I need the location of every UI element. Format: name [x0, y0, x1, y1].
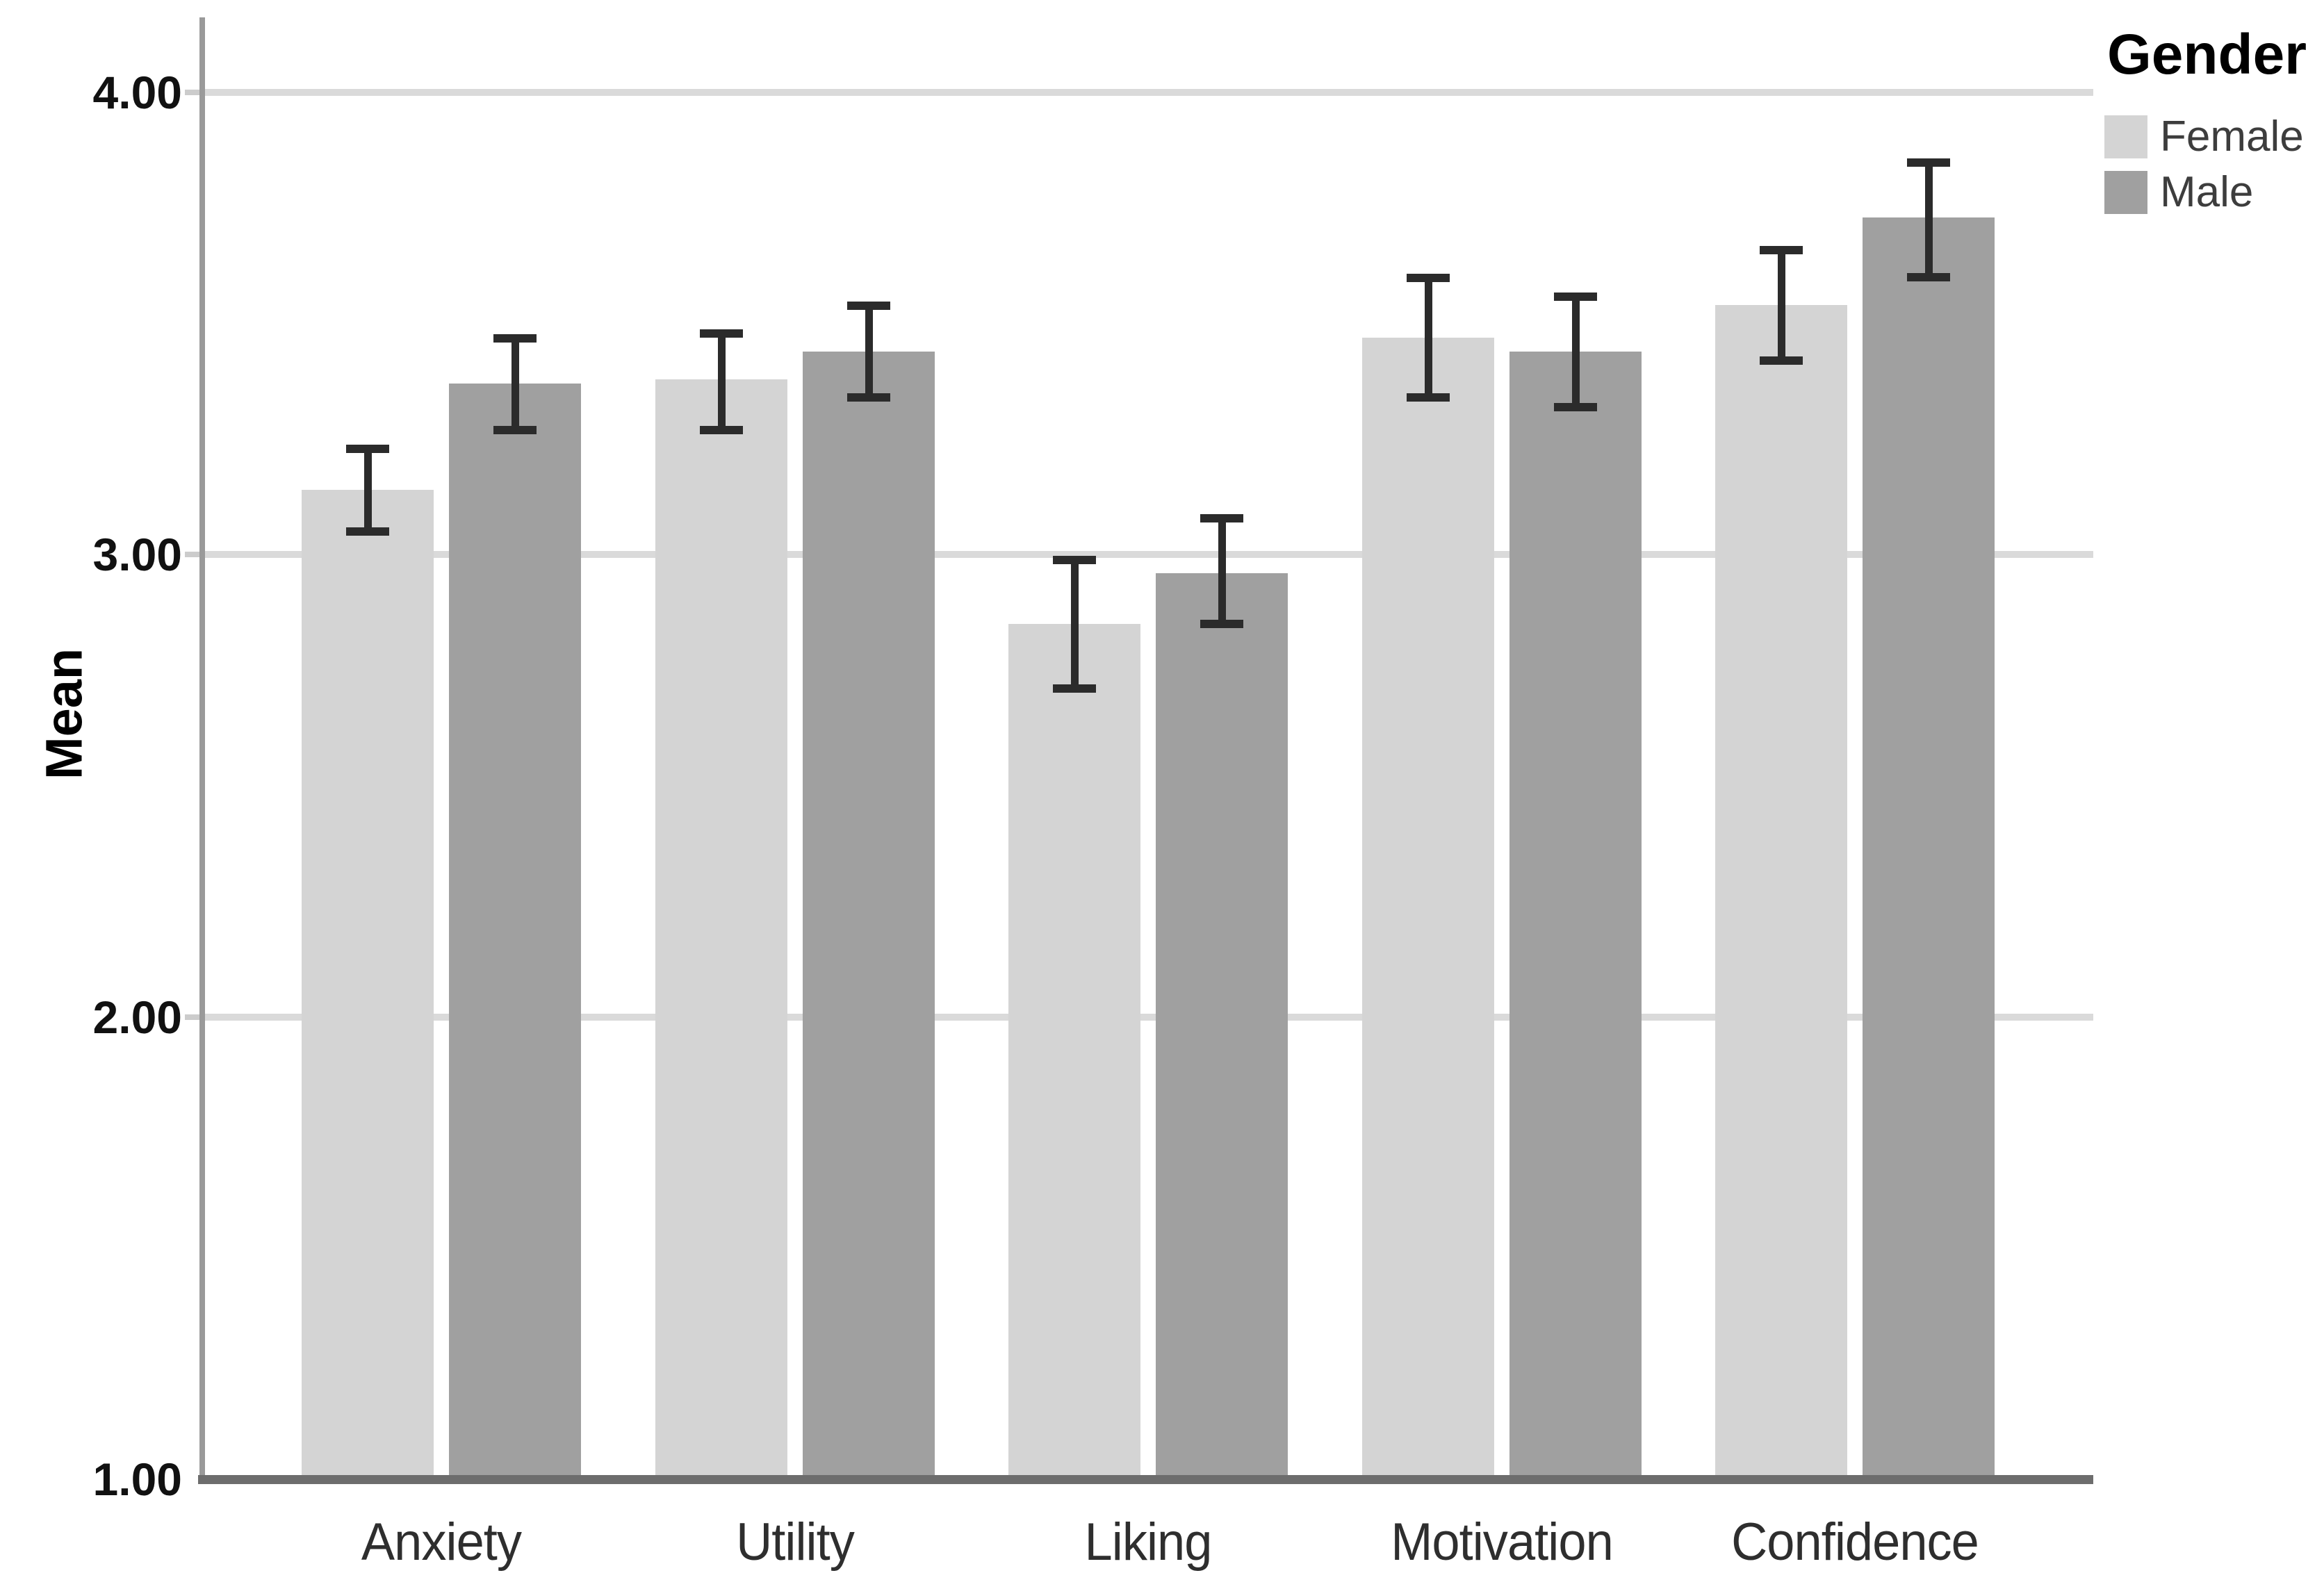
error-stem-male-confidence — [1925, 161, 1933, 278]
bar-female-utility — [655, 379, 787, 1482]
error-cap-low-female-utility — [699, 425, 743, 434]
error-cap-low-male-utility — [846, 393, 890, 402]
y-tick-label: 3.00 — [92, 529, 182, 581]
x-category-label-liking: Liking — [1084, 1513, 1213, 1572]
bar-female-motivation — [1361, 337, 1494, 1482]
bar-male-confidence — [1863, 217, 1995, 1482]
x-axis-line — [198, 1475, 2093, 1484]
error-stem-female-anxiety — [364, 448, 372, 532]
legend-title: Gender — [2107, 23, 2307, 86]
y-axis-tick — [185, 552, 202, 558]
error-stem-male-anxiety — [512, 337, 519, 430]
error-stem-female-utility — [717, 333, 726, 430]
bar-female-confidence — [1715, 305, 1847, 1482]
error-cap-high-female-liking — [1053, 556, 1096, 565]
error-stem-male-utility — [865, 305, 873, 398]
error-cap-low-male-liking — [1200, 620, 1243, 629]
legend: Gender Female Male — [2099, 26, 2324, 214]
legend-swatch-male — [2104, 171, 2147, 214]
error-cap-high-female-utility — [699, 329, 743, 338]
y-axis-tick — [185, 90, 202, 96]
error-cap-high-female-anxiety — [346, 445, 389, 454]
error-cap-high-male-liking — [1200, 514, 1243, 523]
gridline-4.00 — [202, 89, 2093, 97]
bar-male-anxiety — [449, 384, 581, 1482]
error-cap-low-male-motivation — [1553, 402, 1597, 411]
legend-entry-male: Male — [2104, 171, 2324, 214]
bar-male-motivation — [1509, 351, 1642, 1482]
legend-swatch-female — [2104, 115, 2147, 158]
x-category-label-motivation: Motivation — [1390, 1513, 1614, 1572]
error-cap-high-female-confidence — [1760, 246, 1803, 255]
error-cap-low-male-anxiety — [493, 425, 537, 434]
y-tick-label: 2.00 — [92, 991, 182, 1043]
error-stem-male-liking — [1218, 518, 1226, 625]
error-cap-high-male-utility — [846, 302, 890, 311]
error-cap-low-female-motivation — [1406, 393, 1450, 402]
y-axis-tick — [185, 1014, 202, 1020]
gridline-3.00 — [202, 551, 2093, 559]
error-stem-female-motivation — [1424, 277, 1432, 398]
error-cap-high-male-confidence — [1907, 158, 1950, 167]
error-stem-male-motivation — [1571, 295, 1580, 407]
x-category-label-confidence: Confidence — [1731, 1513, 1979, 1572]
x-category-label-utility: Utility — [735, 1513, 855, 1572]
bar-male-utility — [802, 351, 935, 1482]
error-cap-low-male-confidence — [1907, 273, 1950, 282]
error-cap-high-male-motivation — [1553, 292, 1597, 301]
legend-label-female: Female — [2160, 113, 2304, 160]
bar-female-anxiety — [302, 490, 434, 1482]
y-tick-label: 1.00 — [92, 1454, 182, 1505]
y-tick-label: 4.00 — [92, 67, 182, 119]
error-cap-high-female-motivation — [1406, 274, 1450, 283]
bar-male-liking — [1156, 573, 1288, 1482]
error-cap-low-female-liking — [1053, 684, 1096, 693]
error-cap-low-female-anxiety — [346, 527, 389, 536]
x-category-label-anxiety: Anxiety — [361, 1513, 522, 1572]
error-stem-female-liking — [1071, 559, 1079, 689]
bar-female-liking — [1008, 624, 1140, 1482]
legend-label-male: Male — [2160, 168, 2254, 216]
error-stem-female-confidence — [1778, 249, 1785, 361]
y-axis-line — [199, 17, 205, 1483]
gridline-2.00 — [202, 1013, 2093, 1021]
error-cap-low-female-confidence — [1760, 356, 1803, 365]
error-cap-high-male-anxiety — [493, 334, 537, 343]
legend-entry-female: Female — [2104, 115, 2324, 158]
